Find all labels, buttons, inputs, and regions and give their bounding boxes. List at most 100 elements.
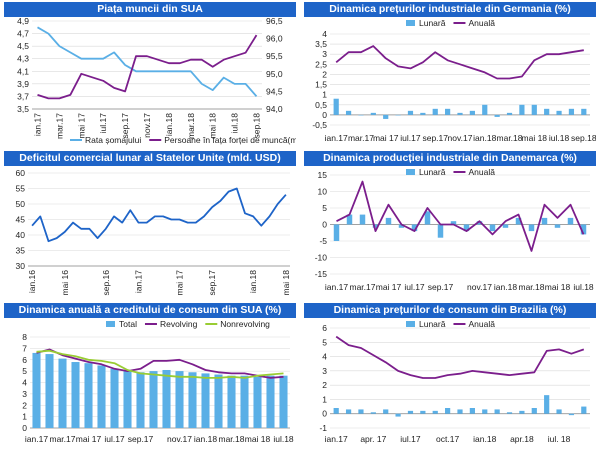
chart-title-us-labor: Piața muncii din SUA: [4, 2, 296, 17]
y-tick-label: 3: [322, 49, 327, 59]
bar-lunară: [457, 409, 463, 414]
x-tick-label: sep.16: [101, 270, 111, 296]
y-tick-label: 5: [22, 366, 27, 376]
x-tick-label: mai 18: [245, 434, 271, 444]
x-tick-label: mai 17: [376, 282, 402, 292]
bar-lunară: [383, 114, 389, 119]
x-tick-label: mai 18: [208, 113, 218, 139]
bar-lunară: [469, 110, 475, 115]
series-line-anual: [335, 335, 585, 379]
series-line-revolving: [36, 348, 284, 379]
bar-lunară: [424, 211, 431, 225]
x-tick-label: ian.17: [325, 434, 348, 444]
bar-total: [253, 376, 262, 428]
x-tick-label: iul.17: [404, 282, 425, 292]
legend-label: Lunară: [419, 18, 446, 28]
bar-total: [136, 372, 145, 428]
x-tick-label: ian.18: [248, 270, 258, 293]
bar-total: [201, 373, 210, 428]
chart-svg-us-labor: 4,9 4,7 4,5 4,3 4,1 3,9 3,7 3,5 96,5 96,0 95,5 95,0…: [17, 16, 296, 145]
bar-lunară: [358, 409, 364, 414]
y-tick-label: -15: [315, 269, 328, 279]
y-tick-label: 0: [322, 220, 327, 230]
y-tick-label: 2: [322, 380, 327, 390]
bar-lunară: [463, 224, 470, 232]
bar-lunară: [541, 217, 548, 225]
bar-lunară: [420, 112, 426, 115]
bar-lunară: [457, 112, 463, 115]
chart-panel-dk-production: Dinamica producției industriale din Dane…: [304, 151, 596, 296]
bar-lunară: [432, 410, 438, 414]
bar-total: [58, 358, 67, 428]
bar-lunară: [407, 410, 414, 414]
legend-label: Anuală: [468, 167, 495, 177]
y-tick-label: 2: [22, 400, 27, 410]
chart-panel-de-prices: Dinamica prețurilor industriale din Germ…: [304, 2, 596, 147]
bar-lunară: [398, 224, 405, 228]
bar-lunară: [581, 406, 587, 414]
x-tick-label: ian.16: [27, 270, 37, 293]
bar-lunară: [395, 114, 401, 116]
x-tick-label: iul.17: [400, 133, 421, 143]
x-tick-label: mai 17: [373, 133, 399, 143]
y-tick-label: 3,7: [17, 91, 29, 101]
bar-lunară: [580, 224, 587, 235]
chart-title-br-cpi: Dinamica prețurilor de consum din Brazil…: [304, 303, 596, 318]
bar-lunară: [333, 224, 340, 241]
y2-tick-label: 96,5: [266, 16, 283, 26]
chart-title-us-trade: Deficitul comercial lunar al Statelor Un…: [4, 151, 296, 166]
y-tick-label: 4,1: [17, 66, 29, 76]
bar-total: [188, 372, 197, 428]
y-tick-label: 0: [322, 409, 327, 419]
bar-lunară: [370, 412, 376, 414]
bar-lunară: [333, 408, 339, 414]
bar-total: [240, 375, 249, 428]
x-tick-label: iul.18: [573, 282, 594, 292]
y-tick-label: 3,9: [17, 79, 29, 89]
bar-lunară: [383, 409, 389, 414]
bar-lunară: [506, 412, 513, 414]
chart-title-us-credit: Dinamica anuală a creditului de consum d…: [4, 303, 296, 318]
bar-total: [279, 375, 288, 428]
bar-total: [175, 371, 184, 428]
bar-lunară: [568, 413, 575, 416]
bar-lunară: [476, 221, 483, 225]
bar-lunară: [420, 410, 426, 414]
y-tick-label: -5: [319, 236, 327, 246]
x-tick-label: nov.17: [448, 133, 473, 143]
bar-lunară: [531, 104, 537, 115]
chart-panel-us-credit: Dinamica anuală a creditului de consum d…: [4, 303, 296, 448]
x-tick-label: mar.17: [54, 113, 64, 139]
y-tick-label: 10: [318, 187, 328, 197]
x-tick-label: mai 18: [522, 133, 548, 143]
x-tick-label: apr. 17: [360, 434, 386, 444]
y-tick-label: 4,3: [17, 54, 29, 64]
x-tick-label: nov.17: [167, 434, 192, 444]
bar-total: [162, 369, 171, 428]
bar-lunară: [411, 224, 418, 232]
bar-lunară: [432, 108, 438, 115]
x-tick-label: mai 17: [174, 270, 184, 296]
y-tick-label: -1: [319, 423, 327, 433]
y-tick-label: 7: [22, 343, 27, 353]
y-tick-label: 4,5: [17, 41, 29, 51]
bar-lunară: [489, 224, 496, 232]
bar-lunară: [372, 224, 379, 228]
y2-tick-label: 95,0: [266, 69, 283, 79]
x-tick-label: ian.17: [134, 270, 144, 293]
bar-lunară: [346, 214, 353, 225]
bar-lunară: [407, 110, 414, 115]
x-tick-label: nov.17: [142, 113, 152, 138]
x-tick-label: mai 17: [76, 434, 102, 444]
series-line-persoane-n-fa-a-for-ei-de-munc-mil: [37, 34, 258, 100]
y-tick-label: -0,5: [312, 120, 327, 130]
x-tick-label: sep.17: [120, 113, 130, 139]
legend-label: Anuală: [468, 18, 495, 28]
x-tick-label: mar.17: [348, 133, 374, 143]
y-tick-label: 4,7: [17, 29, 29, 39]
x-tick-label: sep.17: [422, 133, 448, 143]
y-tick-label: 3: [322, 366, 327, 376]
chart-title-de-prices: Dinamica prețurilor industriale din Germ…: [304, 2, 596, 17]
